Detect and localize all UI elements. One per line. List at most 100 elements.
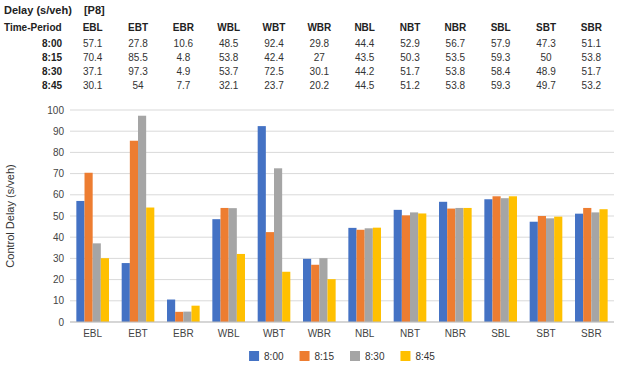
subtitle: [P8] (84, 4, 105, 16)
bar (85, 173, 93, 322)
bar (439, 202, 447, 322)
legend-swatch (350, 351, 360, 361)
x-tick-label: WBT (263, 328, 285, 339)
table-cell: 44.4 (355, 38, 375, 49)
table-header: WBL (217, 22, 240, 33)
table-cell: 70.4 (83, 52, 103, 63)
table-cell: 58.4 (491, 66, 511, 77)
grid-line (70, 152, 614, 153)
bar (463, 208, 471, 322)
bar (319, 258, 327, 322)
table-cell: 48.5 (219, 38, 239, 49)
table-time-label: 8:00 (42, 38, 62, 49)
table-cell: 53.5 (446, 52, 466, 63)
bar (447, 209, 455, 322)
y-tick-label: 0 (58, 317, 64, 328)
bar (493, 196, 501, 322)
x-tick-label: SBL (491, 328, 510, 339)
title: Delay (s/veh) (4, 4, 72, 16)
table-cell: 85.5 (128, 52, 148, 63)
y-tick-label: 100 (47, 105, 64, 116)
table-cell: 49.7 (536, 80, 556, 91)
bar (402, 215, 410, 322)
table-cell: 97.3 (128, 66, 148, 77)
x-tick-label: NBL (355, 328, 375, 339)
table-cell: 44.5 (355, 80, 375, 91)
legend: 8:00 8:15 8:30 8:45 (249, 351, 435, 362)
y-tick-label: 50 (53, 211, 65, 222)
bars (76, 116, 607, 322)
grid-line (70, 322, 614, 323)
bar (93, 243, 101, 322)
table-cell: 53.8 (446, 66, 466, 77)
bar (599, 209, 607, 322)
legend-label: 8:15 (315, 351, 335, 362)
y-tick-label: 80 (53, 147, 65, 158)
table-cell: 72.5 (264, 66, 284, 77)
bar (303, 259, 311, 322)
table-cell: 53.7 (219, 66, 239, 77)
bar (258, 126, 266, 322)
table-cell: 57.1 (83, 38, 103, 49)
chart: Delay (s/veh)[P8]Time-PeriodEBLEBTEBRWBL… (0, 0, 624, 380)
y-tick-label: 60 (53, 189, 65, 200)
bar (175, 312, 183, 322)
table-header: WBR (307, 22, 332, 33)
table-cell: 43.5 (355, 52, 375, 63)
legend-swatch (300, 351, 310, 361)
table-header: EBR (173, 22, 195, 33)
table-cell: 57.9 (491, 38, 511, 49)
table-cell: 54 (132, 80, 144, 91)
x-tick-label: NBR (445, 328, 466, 339)
table-cell: 53.8 (446, 80, 466, 91)
grid-line (70, 194, 614, 195)
table-cell: 51.7 (400, 66, 420, 77)
y-tick-label: 90 (53, 126, 65, 137)
table-cell: 56.7 (446, 38, 466, 49)
table-cell: 52.9 (400, 38, 420, 49)
table-cell: 30.1 (310, 66, 330, 77)
bar (418, 213, 426, 322)
legend-label: 8:45 (415, 351, 435, 362)
bar (221, 208, 229, 322)
table-cell: 7.7 (176, 80, 190, 91)
x-axis-line (70, 322, 614, 323)
bar (237, 254, 245, 322)
table-header: NBR (444, 22, 466, 33)
bar (530, 222, 538, 322)
bar (501, 198, 509, 322)
table-cell: 29.8 (310, 38, 330, 49)
legend-label: 8:00 (264, 351, 284, 362)
legend-label: 8:30 (365, 351, 385, 362)
bar (575, 214, 583, 322)
table-cell: 27.8 (128, 38, 148, 49)
table-cell: 23.7 (264, 80, 284, 91)
bar (212, 219, 220, 322)
y-tick-label: 30 (53, 253, 65, 264)
table-cell: 44.2 (355, 66, 375, 77)
table-time-label: 8:15 (42, 52, 62, 63)
x-tick-label: NBT (400, 328, 420, 339)
bar (348, 228, 356, 322)
table-cell: 47.3 (536, 38, 556, 49)
bar (138, 116, 146, 322)
table-cell: 32.1 (219, 80, 239, 91)
bar (146, 208, 154, 322)
bar (455, 208, 463, 322)
x-tick-label: EBT (128, 328, 147, 339)
table-cell: 92.4 (264, 38, 284, 49)
bar (183, 312, 191, 322)
table-cell: 50.3 (400, 52, 420, 63)
y-tick-label: 10 (53, 295, 65, 306)
bar (122, 263, 130, 322)
y-tick-label: 70 (53, 168, 65, 179)
table-cell: 59.3 (491, 52, 511, 63)
table-cell: 51.2 (400, 80, 420, 91)
bar (357, 230, 365, 322)
bar (365, 228, 373, 322)
x-tick-label: WBL (218, 328, 240, 339)
y-tick-label: 20 (53, 274, 65, 285)
table-header: SBL (491, 22, 511, 33)
bar (591, 212, 599, 322)
bar (546, 218, 554, 322)
